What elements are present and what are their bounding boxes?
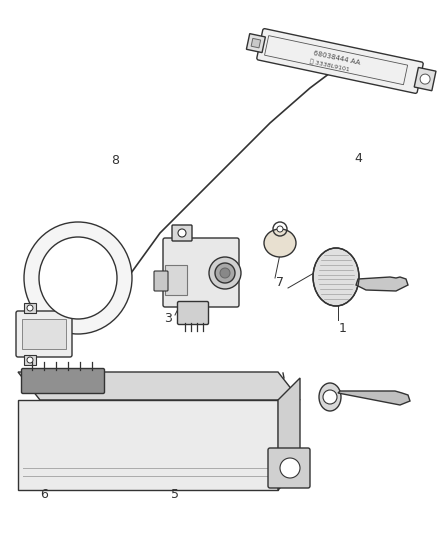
FancyBboxPatch shape — [268, 448, 310, 488]
Bar — [22, 319, 66, 349]
Text: 2: 2 — [44, 332, 52, 344]
FancyBboxPatch shape — [21, 368, 105, 393]
Bar — [24, 303, 36, 313]
Circle shape — [220, 268, 230, 278]
Polygon shape — [356, 277, 408, 291]
Bar — [165, 265, 187, 295]
Ellipse shape — [264, 229, 296, 257]
Ellipse shape — [313, 248, 359, 306]
Bar — [265, 36, 408, 85]
Text: 6: 6 — [40, 489, 48, 502]
FancyBboxPatch shape — [177, 302, 208, 325]
Polygon shape — [338, 391, 410, 405]
Bar — [247, 34, 265, 53]
Circle shape — [27, 305, 33, 311]
Text: 8: 8 — [111, 154, 119, 166]
FancyBboxPatch shape — [16, 311, 72, 357]
Circle shape — [420, 74, 430, 84]
Circle shape — [27, 357, 33, 363]
Circle shape — [323, 390, 337, 404]
FancyBboxPatch shape — [257, 29, 423, 93]
Polygon shape — [18, 400, 278, 490]
Ellipse shape — [39, 237, 117, 319]
Circle shape — [215, 263, 235, 283]
Circle shape — [178, 229, 186, 237]
Text: 68038444 AA: 68038444 AA — [313, 50, 361, 66]
Text: 3: 3 — [164, 311, 172, 325]
Circle shape — [209, 257, 241, 289]
Text: 1: 1 — [339, 321, 347, 335]
Text: 5: 5 — [171, 489, 179, 502]
Ellipse shape — [319, 383, 341, 411]
Polygon shape — [18, 372, 300, 400]
FancyBboxPatch shape — [163, 238, 239, 307]
FancyBboxPatch shape — [154, 271, 168, 291]
Text: Ⓜ 3338L9101: Ⓜ 3338L9101 — [310, 59, 350, 73]
Circle shape — [277, 226, 283, 232]
FancyBboxPatch shape — [172, 225, 192, 241]
Text: 4: 4 — [354, 151, 362, 165]
Bar — [414, 68, 436, 91]
Text: 7: 7 — [276, 277, 284, 289]
Ellipse shape — [24, 222, 132, 334]
Polygon shape — [278, 378, 300, 490]
Bar — [24, 355, 36, 365]
Bar — [251, 38, 261, 48]
Circle shape — [280, 458, 300, 478]
